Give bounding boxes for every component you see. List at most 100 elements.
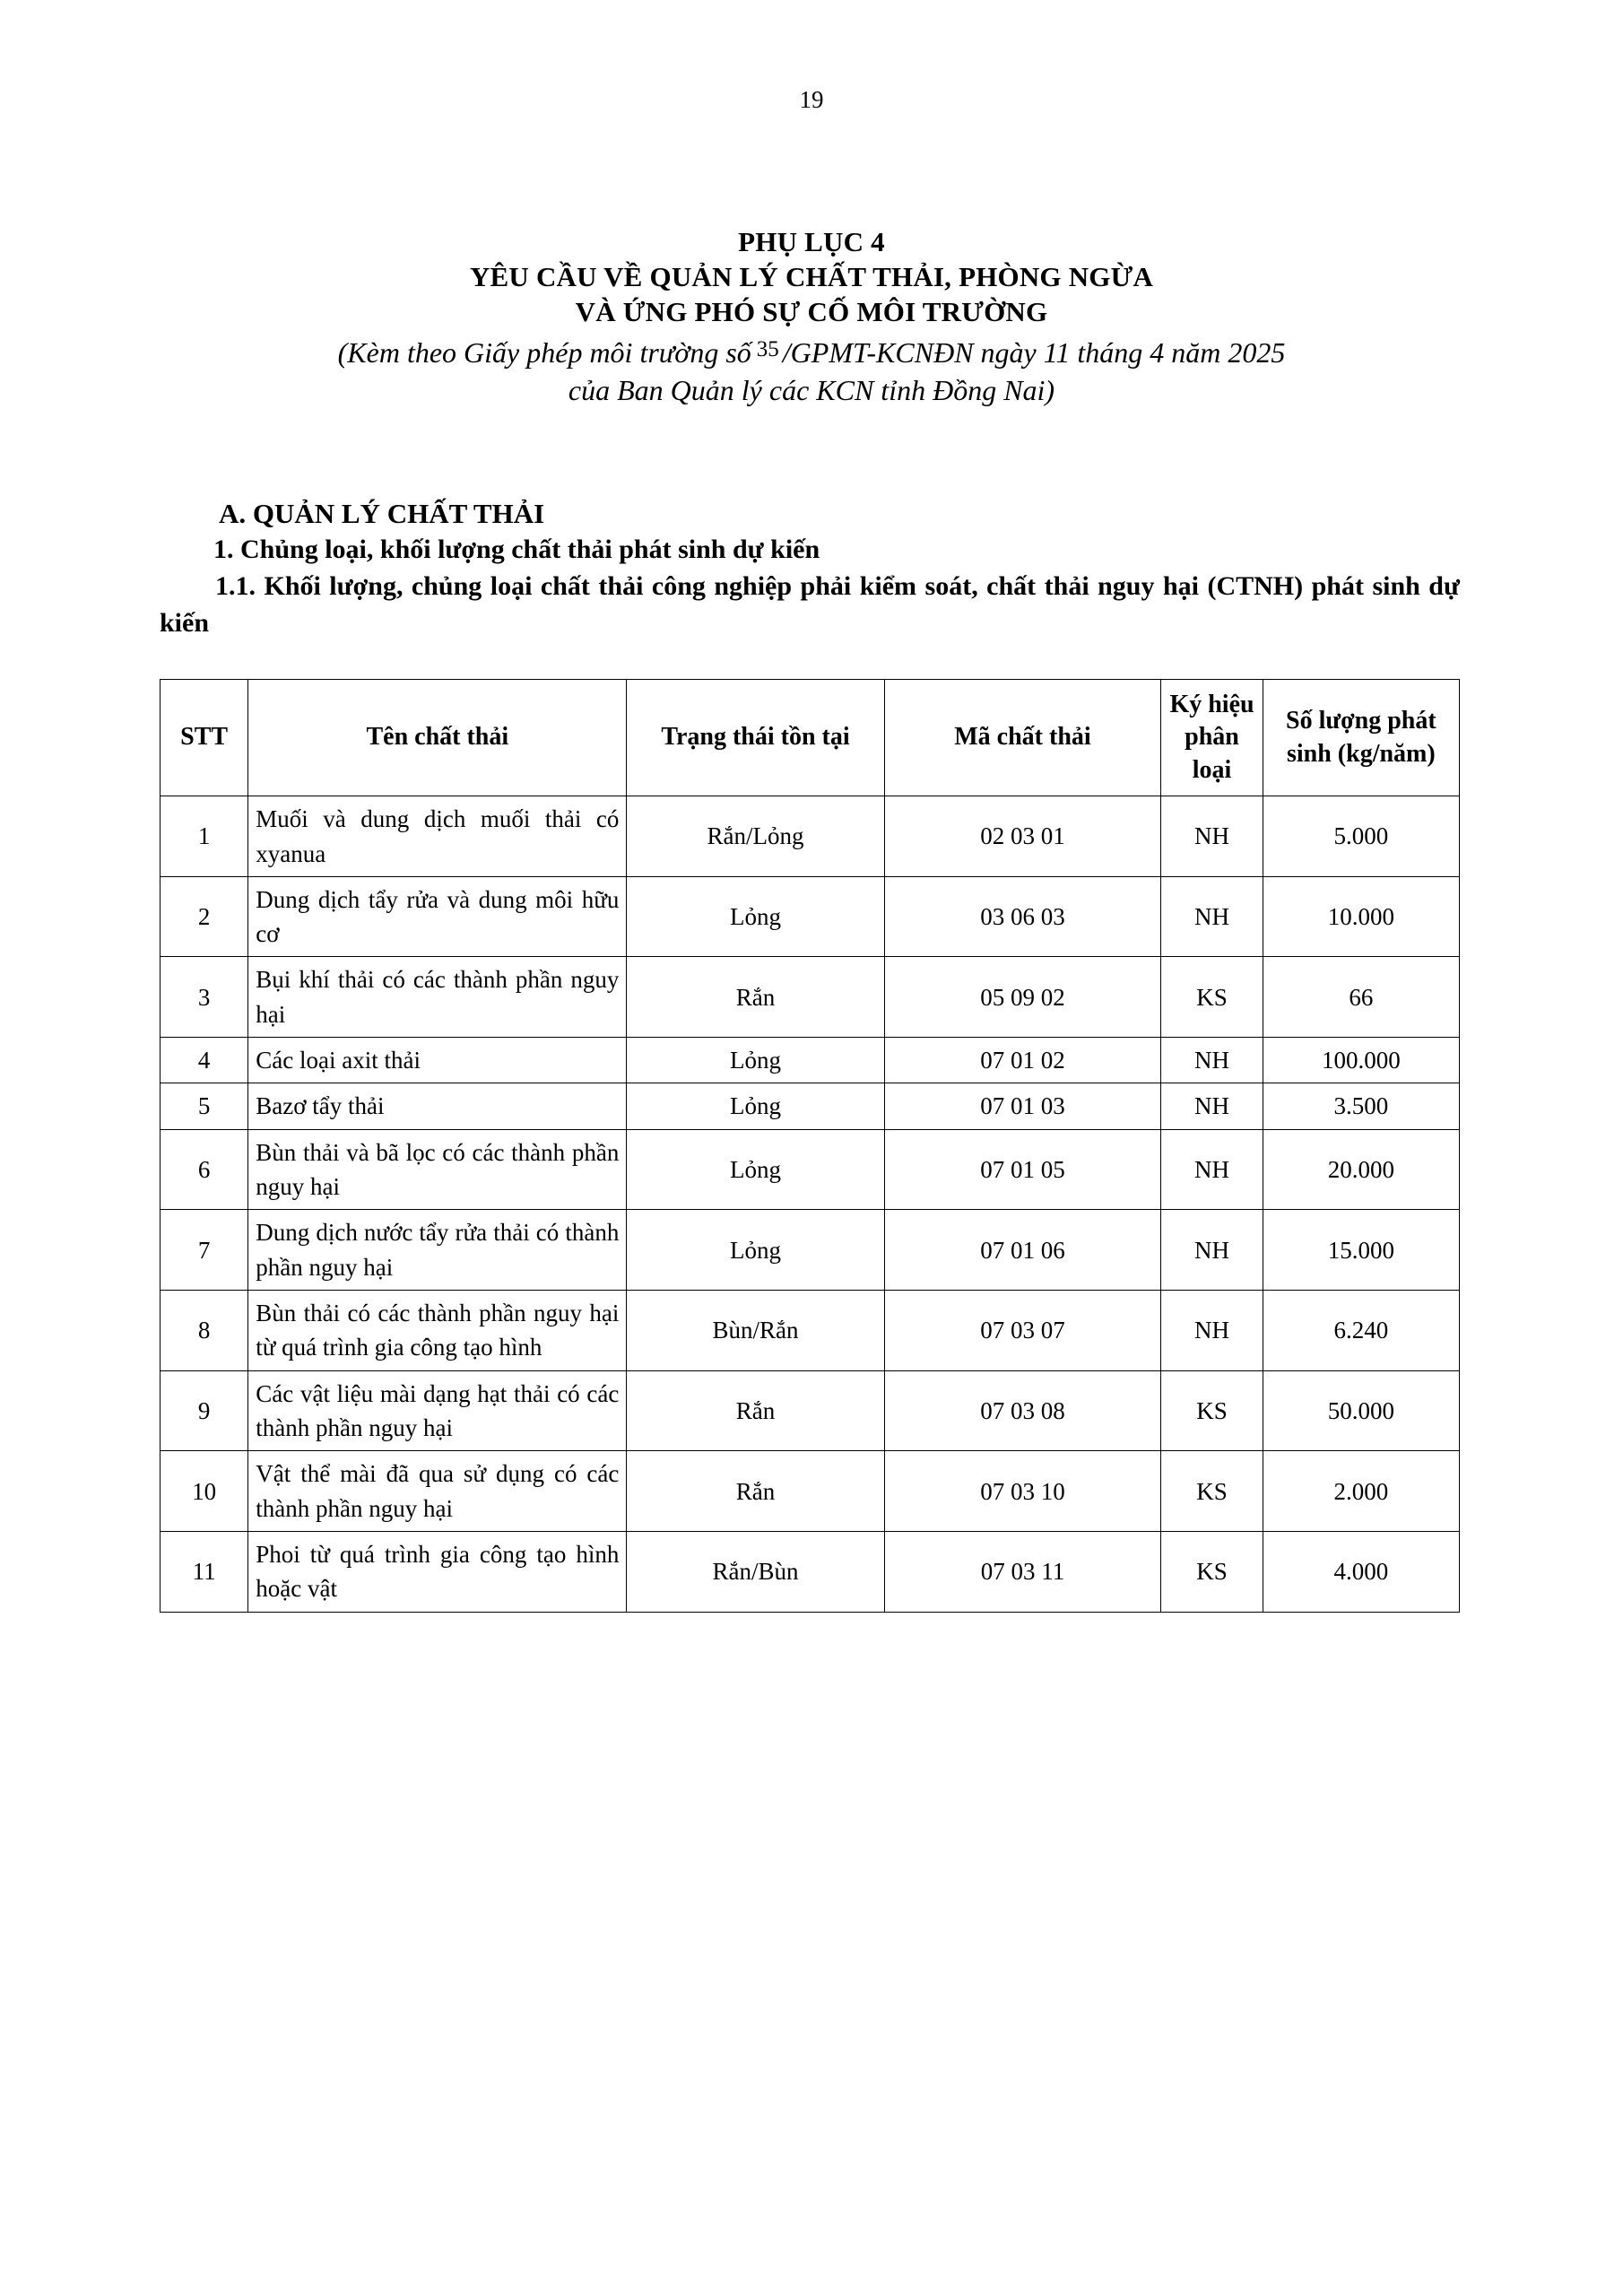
cell-waste-name: Bazơ tẩy thải bbox=[247, 1083, 628, 1130]
cell-classification-symbol: NH bbox=[1160, 796, 1263, 877]
cell-quantity: 6.240 bbox=[1262, 1290, 1461, 1371]
column-header-classification-symbol: Ký hiệu phân loại bbox=[1160, 678, 1263, 797]
appendix-title-line1: PHỤ LỤC 4 bbox=[738, 226, 885, 257]
cell-state: Rắn bbox=[626, 1450, 885, 1533]
cell-state: Rắn/Lỏng bbox=[626, 796, 885, 877]
appendix-title-line2: YÊU CẦU VỀ QUẢN LÝ CHẤT THẢI, PHÒNG NGỪA bbox=[469, 261, 1154, 293]
cell-waste-code: 07 03 10 bbox=[883, 1450, 1162, 1533]
table-row: 10 Vật thể mài đã qua sử dụng có các thàn… bbox=[159, 1450, 1461, 1533]
waste-inventory-table: STT Tên chất thải Trạng thái tồn tại Mã … bbox=[159, 678, 1461, 1613]
cell-classification-symbol: NH bbox=[1160, 1037, 1263, 1084]
cell-waste-name: Bùn thải có các thành phần nguy hại từ q… bbox=[247, 1290, 628, 1371]
cell-quantity: 100.000 bbox=[1262, 1037, 1461, 1084]
cell-waste-code: 02 03 01 bbox=[883, 796, 1162, 877]
table-row: 9 Các vật liệu mài dạng hạt thải có các t… bbox=[159, 1370, 1461, 1452]
cell-quantity: 2.000 bbox=[1262, 1450, 1461, 1533]
cell-waste-code: 07 01 03 bbox=[883, 1083, 1162, 1130]
column-header-waste-code: Mã chất thải bbox=[883, 678, 1162, 797]
cell-waste-name: Phoi từ quá trình gia công tạo hình hoặc… bbox=[247, 1531, 628, 1613]
title-block: PHỤ LỤC 4 YÊU CẦU VỀ QUẢN LÝ CHẤT THẢI, … bbox=[139, 224, 1484, 409]
permit-reference-suffix: /GPMT-KCNĐN ngày 11 tháng 4 năm 2025 bbox=[782, 336, 1286, 370]
cell-quantity: 5.000 bbox=[1262, 796, 1461, 877]
cell-classification-symbol: NH bbox=[1160, 1209, 1263, 1292]
cell-waste-code: 07 03 07 bbox=[883, 1290, 1162, 1371]
cell-state: Lỏng bbox=[626, 875, 885, 958]
cell-quantity: 20.000 bbox=[1262, 1128, 1461, 1211]
cell-classification-symbol: KS bbox=[1160, 1531, 1263, 1613]
table-body: 1 Muối và dung dịch muối thải có xyanua Rắ… bbox=[159, 796, 1461, 1613]
cell-state: Rắn bbox=[626, 1370, 885, 1452]
table-header-row: STT Tên chất thải Trạng thái tồn tại Mã … bbox=[159, 678, 1461, 797]
table-row: 8 Bùn thải có các thành phần nguy hại từ … bbox=[159, 1290, 1461, 1371]
column-header-state: Trạng thái tồn tại bbox=[626, 678, 885, 797]
heading-section-1-1: 1.1. Khối lượng, chủng loại chất thải cô… bbox=[160, 571, 1460, 638]
cell-quantity: 15.000 bbox=[1262, 1209, 1461, 1292]
cell-quantity: 3.500 bbox=[1262, 1083, 1461, 1130]
table-row: 6 Bùn thải và bã lọc có các thành phần ng… bbox=[159, 1128, 1461, 1211]
cell-stt: 2 bbox=[159, 875, 249, 958]
column-header-quantity: Số lượng phát sinh (kg/năm) bbox=[1262, 678, 1461, 797]
cell-classification-symbol: NH bbox=[1160, 1083, 1263, 1130]
cell-stt: 7 bbox=[159, 1209, 249, 1292]
cell-waste-name: Dung dịch nước tẩy rửa thải có thành phầ… bbox=[247, 1209, 628, 1292]
cell-waste-code: 07 01 05 bbox=[883, 1128, 1162, 1211]
cell-stt: 4 bbox=[159, 1037, 249, 1084]
cell-waste-code: 07 03 11 bbox=[883, 1531, 1162, 1613]
table-row: 4 Các loại axit thải Lỏng 07 01 02 NH 100.000 bbox=[159, 1037, 1461, 1084]
cell-classification-symbol: NH bbox=[1160, 1128, 1263, 1211]
permit-number: 35 bbox=[756, 337, 779, 362]
cell-classification-symbol: KS bbox=[1160, 956, 1263, 1039]
cell-waste-code: 07 01 06 bbox=[883, 1209, 1162, 1292]
cell-stt: 3 bbox=[159, 956, 249, 1039]
cell-stt: 6 bbox=[159, 1128, 249, 1211]
table-row: 2 Dung dịch tẩy rửa và dung môi hữu cơ Lỏn… bbox=[159, 875, 1461, 958]
table-row: 1 Muối và dung dịch muối thải có xyanua Rắ… bbox=[159, 796, 1461, 877]
waste-table-container: STT Tên chất thải Trạng thái tồn tại Mã … bbox=[159, 678, 1461, 1613]
cell-classification-symbol: NH bbox=[1160, 1290, 1263, 1371]
cell-state: Lỏng bbox=[626, 1209, 885, 1292]
cell-waste-name: Dung dịch tẩy rửa và dung môi hữu cơ bbox=[247, 875, 628, 958]
cell-waste-code: 07 01 02 bbox=[883, 1037, 1162, 1084]
appendix-title-line3: VÀ ỨNG PHÓ SỰ CỐ MÔI TRƯỜNG bbox=[575, 296, 1048, 328]
cell-waste-name: Bụi khí thải có các thành phần nguy hại bbox=[247, 956, 628, 1039]
cell-quantity: 50.000 bbox=[1262, 1370, 1461, 1452]
table-row: 5 Bazơ tẩy thải Lỏng 07 01 03 NH 3.500 bbox=[159, 1083, 1461, 1130]
column-header-stt: STT bbox=[159, 678, 249, 797]
page-number: 19 bbox=[799, 86, 824, 113]
cell-waste-code: 03 06 03 bbox=[883, 875, 1162, 958]
table-row: 7 Dung dịch nước tẩy rửa thải có thành ph… bbox=[159, 1209, 1461, 1292]
cell-stt: 8 bbox=[159, 1290, 249, 1371]
table-header: STT Tên chất thải Trạng thái tồn tại Mã … bbox=[159, 678, 1461, 797]
cell-quantity: 10.000 bbox=[1262, 875, 1461, 958]
cell-state: Rắn bbox=[626, 956, 885, 1039]
cell-waste-name: Muối và dung dịch muối thải có xyanua bbox=[247, 796, 628, 877]
cell-quantity: 66 bbox=[1262, 956, 1461, 1039]
page-bottom-clip bbox=[0, 2161, 1623, 2296]
permit-reference-line1: (Kèm theo Giấy phép môi trường số 35/GPMT… bbox=[139, 335, 1484, 372]
cell-state: Lỏng bbox=[626, 1037, 885, 1084]
table-row: 11 Phoi từ quá trình gia công tạo hình ho… bbox=[159, 1531, 1461, 1613]
permit-reference-prefix: (Kèm theo Giấy phép môi trường số bbox=[337, 336, 751, 370]
heading-section-1: 1. Chủng loại, khối lượng chất thải phát… bbox=[213, 535, 820, 565]
cell-state: Rắn/Bùn bbox=[626, 1531, 885, 1613]
cell-waste-name: Các loại axit thải bbox=[247, 1037, 628, 1084]
cell-waste-name: Bùn thải và bã lọc có các thành phần ngu… bbox=[247, 1128, 628, 1211]
cell-stt: 1 bbox=[159, 796, 249, 877]
permit-reference-line2: của Ban Quản lý các KCN tỉnh Đồng Nai) bbox=[568, 373, 1055, 406]
cell-stt: 11 bbox=[159, 1531, 249, 1613]
cell-classification-symbol: KS bbox=[1160, 1450, 1263, 1533]
cell-stt: 5 bbox=[159, 1083, 249, 1130]
cell-classification-symbol: NH bbox=[1160, 875, 1263, 958]
cell-state: Bùn/Rắn bbox=[626, 1290, 885, 1371]
table-row: 3 Bụi khí thải có các thành phần nguy hại… bbox=[159, 956, 1461, 1039]
cell-stt: 10 bbox=[159, 1450, 249, 1533]
column-header-waste-name: Tên chất thải bbox=[247, 678, 628, 797]
cell-quantity: 4.000 bbox=[1262, 1531, 1461, 1613]
cell-waste-name: Các vật liệu mài dạng hạt thải có các th… bbox=[247, 1370, 628, 1452]
cell-waste-name: Vật thể mài đã qua sử dụng có các thành … bbox=[247, 1450, 628, 1533]
cell-state: Lỏng bbox=[626, 1128, 885, 1211]
heading-section-a: A. QUẢN LÝ CHẤT THẢI bbox=[219, 498, 545, 529]
cell-waste-code: 07 03 08 bbox=[883, 1370, 1162, 1452]
cell-classification-symbol: KS bbox=[1160, 1370, 1263, 1452]
